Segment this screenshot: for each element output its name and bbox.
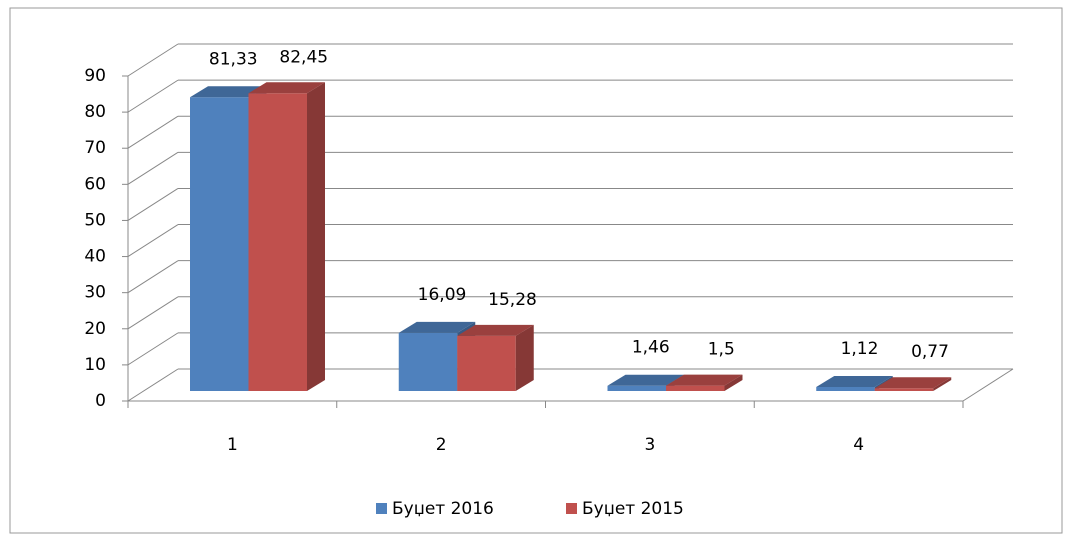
y-tick-label: 70	[84, 138, 106, 158]
bar	[874, 377, 952, 391]
bar-face	[724, 374, 743, 391]
grid-line	[127, 151, 179, 185]
y-tick-label: 60	[84, 174, 106, 194]
data-label: 0,77	[911, 342, 949, 362]
bar	[666, 374, 743, 391]
bar-face	[190, 86, 267, 98]
x-tick-label: 4	[853, 435, 864, 455]
bar-face	[248, 82, 325, 94]
bar-face	[457, 335, 516, 391]
x-tick-label: 3	[644, 435, 655, 455]
grid-line	[127, 188, 179, 221]
y-tick-label: 90	[84, 66, 106, 86]
bar-face	[816, 375, 893, 387]
y-tick-label: 30	[84, 283, 106, 303]
grid-line	[127, 368, 179, 402]
y-tick-label: 40	[84, 247, 106, 267]
bar-face	[933, 377, 952, 391]
legend-swatch	[376, 503, 387, 514]
bar-face	[607, 385, 666, 391]
data-label: 1,46	[632, 338, 670, 358]
floor-edge	[962, 368, 1014, 402]
y-tick-label: 50	[84, 210, 106, 230]
legend-swatch	[566, 503, 577, 514]
grid-line	[127, 332, 179, 366]
x-tick-label: 2	[436, 435, 447, 455]
bar-face	[666, 374, 743, 386]
grid-line	[127, 115, 179, 149]
bar-face	[666, 385, 725, 391]
bar	[248, 82, 325, 391]
bar-face	[607, 374, 684, 386]
data-label: 82,45	[279, 47, 328, 67]
y-tick-label: 80	[84, 102, 106, 122]
legend-label: Буџет 2015	[582, 499, 684, 519]
bar-face	[398, 332, 458, 391]
bar-face	[874, 377, 952, 389]
bar-face	[190, 97, 249, 391]
data-label: 16,09	[418, 285, 467, 305]
y-tick-label: 20	[84, 319, 106, 339]
grid-line	[127, 79, 179, 113]
data-label: 1,12	[841, 339, 879, 359]
x-tick-label: 1	[227, 435, 238, 455]
bar-face	[515, 324, 534, 391]
bar-face	[398, 321, 476, 333]
grid-line	[127, 260, 179, 294]
bar-face	[874, 388, 934, 391]
y-tick-label: 0	[95, 391, 106, 411]
data-label: 1,5	[708, 340, 735, 360]
bar-face	[248, 93, 307, 391]
grid-line	[127, 224, 179, 257]
y-tick-label: 10	[84, 355, 106, 375]
grid-line	[127, 43, 179, 77]
chart-frame	[9, 7, 1063, 534]
data-label: 15,28	[488, 290, 537, 310]
bar-face	[307, 82, 325, 391]
bar	[457, 324, 534, 391]
bar-face	[816, 386, 875, 391]
data-label: 81,33	[209, 49, 258, 69]
grid-line	[127, 296, 179, 330]
bar-face	[457, 324, 534, 336]
legend-label: Буџет 2016	[392, 499, 494, 519]
